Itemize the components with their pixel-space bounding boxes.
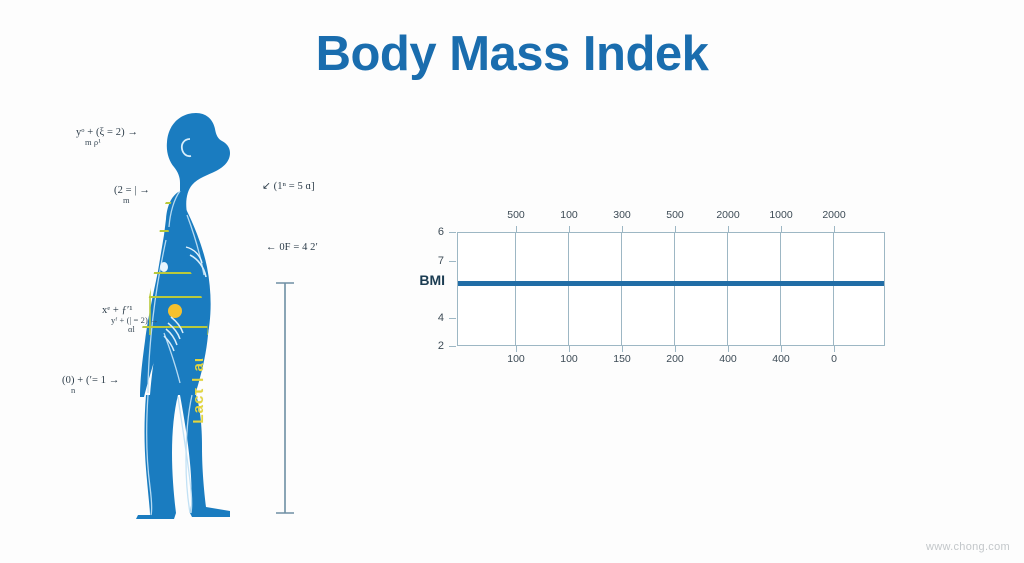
x-tick-label-top: 1000 <box>769 209 793 221</box>
tick-top <box>728 226 730 232</box>
page-title: Body Mass Indek <box>315 27 709 81</box>
annotation-1-main: yᵒ + (ξ = 2) → <box>76 127 139 138</box>
vertical-gridline <box>674 233 676 345</box>
vertical-gridline <box>568 233 570 345</box>
x-tick-label-top: 300 <box>613 209 631 221</box>
annotation-3-sub2: αl <box>128 323 136 334</box>
height-ruler <box>276 282 294 514</box>
body-profile-illustration: yᵒ + (ξ = 2) → m ρ¹ (2 = | → m xᵉ + ƒʹ¹ … <box>40 95 380 525</box>
x-tick-label-top: 100 <box>560 209 578 221</box>
tick-left <box>449 261 456 263</box>
vertical-gridline <box>727 233 729 345</box>
annotation-6-main: ← 0F = 4 2ʹ <box>266 242 318 253</box>
annotation-3-sub: yᶠ + (| = 2) → <box>111 315 159 326</box>
x-tick-label-bottom: 100 <box>507 353 525 365</box>
annotation-1: yᵒ + (ξ = 2) → m ρ¹ <box>76 127 138 147</box>
x-tick-label-bottom: 0 <box>831 353 837 365</box>
annotation-4-main: (0) + (ʹ= 1 → <box>62 375 120 386</box>
tick-top <box>834 226 836 232</box>
annotation-5-main: ↙ (1ⁿ = 5 ɑ] <box>262 181 315 192</box>
y-tick-label: 4 <box>437 312 444 324</box>
vertical-gridline <box>780 233 782 345</box>
navel-marker <box>168 304 182 318</box>
annotation-2: (2 = | → m <box>114 185 150 205</box>
tick-bottom <box>728 346 730 352</box>
tick-left <box>449 232 456 234</box>
annotation-2-sub: m <box>123 195 130 206</box>
tick-bottom <box>675 346 677 352</box>
x-tick-label-bottom: 150 <box>613 353 631 365</box>
vertical-gridline <box>515 233 517 345</box>
watermark: www.chong.com <box>926 541 1010 553</box>
vertical-gridline <box>621 233 623 345</box>
bmi-chart: 500 100 300 500 2000 1000 2000 6 7 4 2 <box>418 203 898 368</box>
leg-label: Lacτ l aι <box>190 357 207 424</box>
vertical-gridline <box>833 233 835 345</box>
annotation-4-sub: n <box>71 385 76 396</box>
x-tick-label-bottom: 100 <box>560 353 578 365</box>
tick-left <box>449 346 456 348</box>
y-axis-title: BMI <box>419 272 445 288</box>
x-tick-label-top: 500 <box>507 209 525 221</box>
x-tick-label-bottom: 200 <box>666 353 684 365</box>
tick-bottom <box>781 346 783 352</box>
annotation-4: (0) + (ʹ= 1 → n <box>62 375 119 395</box>
x-tick-label-top: 2000 <box>716 209 740 221</box>
annotation-3: xᵉ + ƒʹ¹ yᶠ + (| = 2) → αl <box>102 305 159 334</box>
tick-bottom <box>622 346 624 352</box>
x-tick-label-top: 500 <box>666 209 684 221</box>
plot-area <box>457 232 885 346</box>
annotation-5: ↙ (1ⁿ = 5 ɑ] <box>262 181 315 192</box>
annotation-1-sub: m ρ¹ <box>85 137 101 148</box>
y-tick-label: 7 <box>437 255 444 267</box>
annotation-6: ← 0F = 4 2ʹ <box>266 242 318 253</box>
x-tick-label-bottom: 400 <box>772 353 790 365</box>
tick-bottom <box>516 346 518 352</box>
tick-top <box>781 226 783 232</box>
tick-top <box>622 226 624 232</box>
tick-top <box>675 226 677 232</box>
tick-top <box>569 226 571 232</box>
annotation-2-main: (2 = | → <box>114 185 150 196</box>
y-tick-label: 2 <box>437 340 444 352</box>
x-tick-label-top: 2000 <box>822 209 846 221</box>
tick-bottom <box>834 346 836 352</box>
body-silhouette-icon <box>136 113 294 519</box>
x-tick-label-bottom: 400 <box>719 353 737 365</box>
tick-left <box>449 318 456 320</box>
y-tick-label: 6 <box>437 226 444 238</box>
bmi-series-line <box>458 281 884 286</box>
tick-bottom <box>569 346 571 352</box>
tick-top <box>516 226 518 232</box>
annotation-3-main: xᵉ + ƒʹ¹ <box>102 305 133 316</box>
